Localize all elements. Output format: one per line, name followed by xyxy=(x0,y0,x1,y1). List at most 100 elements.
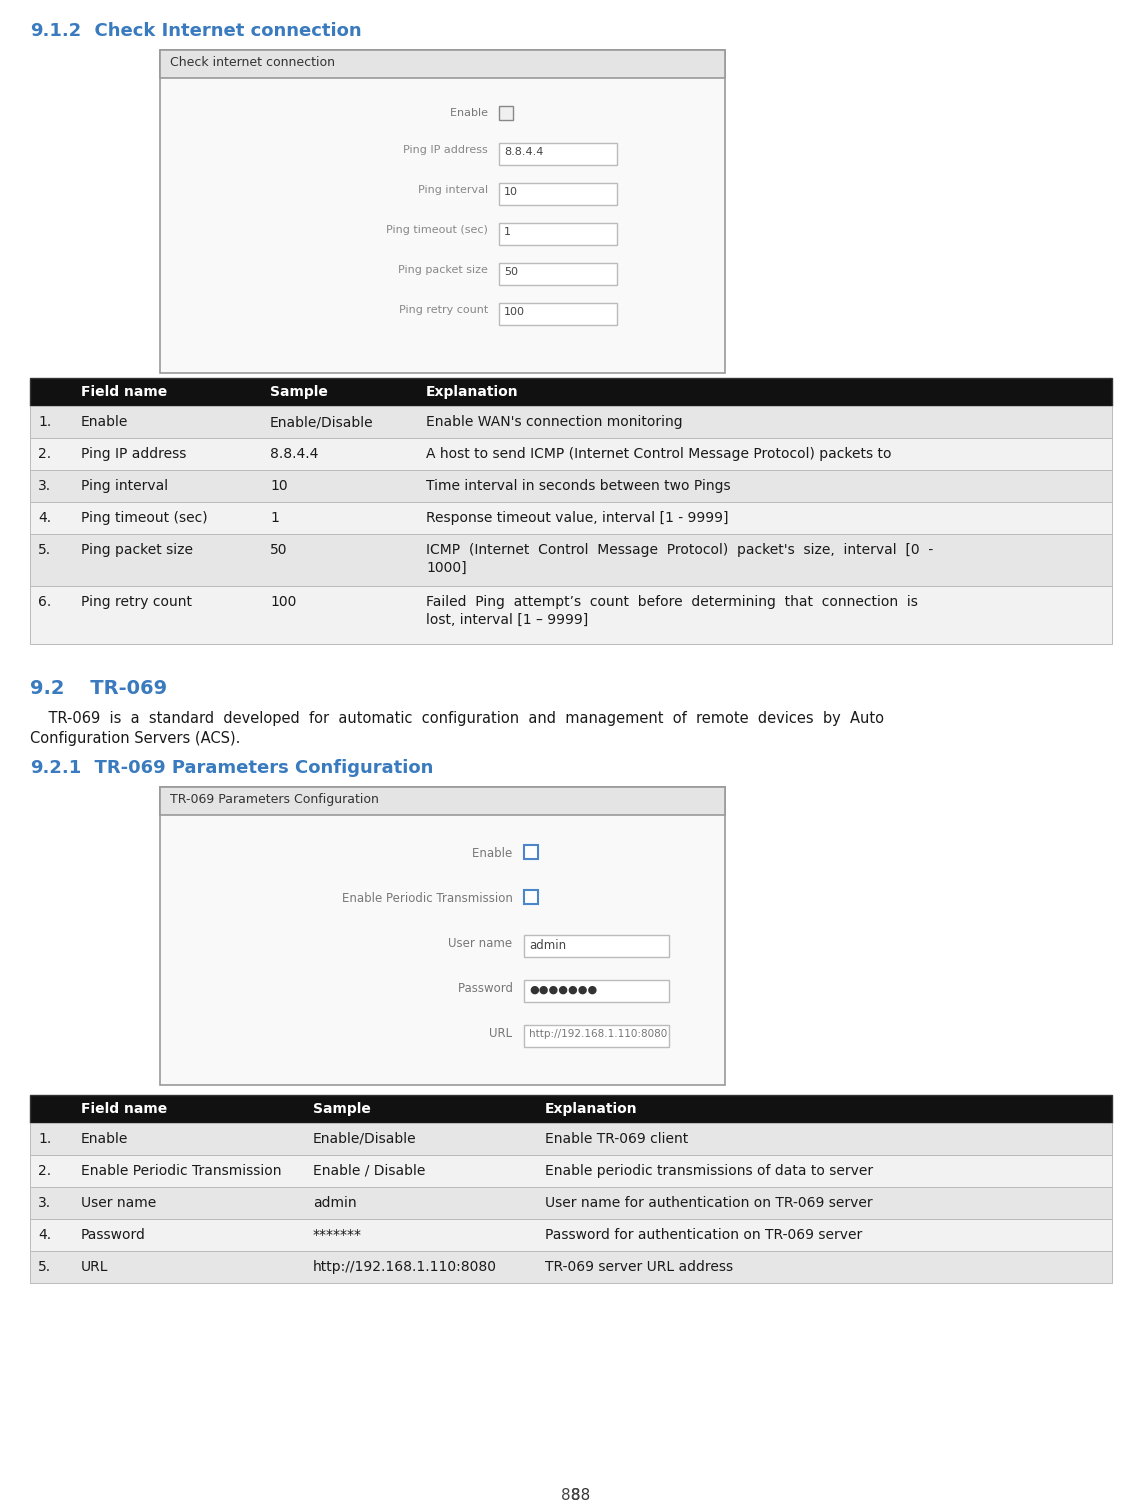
Text: 5.: 5. xyxy=(38,1260,51,1275)
Bar xyxy=(30,1096,1112,1123)
Text: Check internet connection: Check internet connection xyxy=(170,56,335,69)
Text: TR-069  is  a  standard  developed  for  automatic  configuration  and  manageme: TR-069 is a standard developed for autom… xyxy=(30,710,884,725)
Text: 6.: 6. xyxy=(38,594,51,610)
Text: 3.: 3. xyxy=(38,479,51,494)
Text: 8.8.4.4: 8.8.4.4 xyxy=(504,147,544,157)
Bar xyxy=(524,1025,669,1047)
Text: 50: 50 xyxy=(270,543,288,557)
Text: Enable/Disable: Enable/Disable xyxy=(313,1132,417,1145)
Text: TR-069 server URL address: TR-069 server URL address xyxy=(545,1260,733,1275)
Text: 100: 100 xyxy=(270,594,297,610)
Bar xyxy=(30,503,1112,534)
Text: Sample: Sample xyxy=(313,1102,371,1117)
Bar xyxy=(30,585,1112,644)
Text: Ping interval: Ping interval xyxy=(418,185,494,196)
Bar xyxy=(160,50,725,78)
Bar xyxy=(30,1251,1112,1282)
Text: admin: admin xyxy=(313,1196,356,1210)
Text: Ping retry count: Ping retry count xyxy=(399,306,494,315)
Bar xyxy=(524,935,669,957)
Bar xyxy=(160,787,725,816)
Bar xyxy=(30,1219,1112,1251)
Text: TR-069: TR-069 xyxy=(70,679,167,698)
Text: 9.2.1: 9.2.1 xyxy=(30,759,81,777)
Bar xyxy=(160,787,725,1085)
Bar xyxy=(524,844,538,859)
Text: http://192.168.1.110:8080: http://192.168.1.110:8080 xyxy=(313,1260,497,1275)
Text: 4.: 4. xyxy=(38,512,51,525)
Text: Ping IP address: Ping IP address xyxy=(403,144,494,155)
Text: 1: 1 xyxy=(270,512,279,525)
Text: 3.: 3. xyxy=(38,1196,51,1210)
Text: Enable WAN's connection monitoring: Enable WAN's connection monitoring xyxy=(426,415,683,429)
Text: 10: 10 xyxy=(504,187,518,197)
Bar xyxy=(499,303,617,325)
Text: 88: 88 xyxy=(562,1488,580,1503)
Text: A host to send ICMP (Internet Control Message Protocol) packets to: A host to send ICMP (Internet Control Me… xyxy=(426,447,892,461)
Text: Enable/Disable: Enable/Disable xyxy=(270,415,373,429)
Text: Enable Periodic Transmission: Enable Periodic Transmission xyxy=(81,1163,281,1178)
Bar xyxy=(30,438,1112,470)
Bar xyxy=(499,223,617,245)
Text: Enable: Enable xyxy=(473,847,520,859)
Text: 50: 50 xyxy=(504,266,518,277)
Text: User name for authentication on TR-069 server: User name for authentication on TR-069 s… xyxy=(545,1196,872,1210)
Text: http://192.168.1.110:8080: http://192.168.1.110:8080 xyxy=(529,1029,667,1038)
Text: Field name: Field name xyxy=(81,1102,167,1117)
Text: 1.: 1. xyxy=(38,1132,51,1145)
Bar xyxy=(524,980,669,1002)
Text: Ping packet size: Ping packet size xyxy=(399,265,494,275)
Text: ICMP  (Internet  Control  Message  Protocol)  packet's  size,  interval  [0  -: ICMP (Internet Control Message Protocol)… xyxy=(426,543,933,557)
Bar xyxy=(499,184,617,205)
Text: 9.2: 9.2 xyxy=(30,679,64,698)
Bar xyxy=(30,470,1112,503)
Text: Password for authentication on TR-069 server: Password for authentication on TR-069 se… xyxy=(545,1228,862,1242)
Text: 5.: 5. xyxy=(38,543,51,557)
Bar xyxy=(30,406,1112,438)
Bar xyxy=(499,143,617,166)
Text: 100: 100 xyxy=(504,307,525,318)
Bar xyxy=(30,534,1112,585)
Text: Enable TR-069 client: Enable TR-069 client xyxy=(545,1132,689,1145)
Text: Ping IP address: Ping IP address xyxy=(81,447,186,461)
Text: URL: URL xyxy=(81,1260,108,1275)
Text: URL: URL xyxy=(490,1026,520,1040)
Text: Failed  Ping  attempt’s  count  before  determining  that  connection  is: Failed Ping attempt’s count before deter… xyxy=(426,594,918,610)
Text: 1000]: 1000] xyxy=(426,561,467,575)
Text: 2.: 2. xyxy=(38,1163,51,1178)
Text: Ping retry count: Ping retry count xyxy=(81,594,192,610)
Text: Explanation: Explanation xyxy=(545,1102,637,1117)
Text: Explanation: Explanation xyxy=(426,385,518,399)
Text: Enable Periodic Transmission: Enable Periodic Transmission xyxy=(341,892,520,905)
Bar xyxy=(499,105,513,120)
Text: Enable: Enable xyxy=(450,108,494,117)
Text: *******: ******* xyxy=(313,1228,362,1242)
Text: Response timeout value, interval [1 - 9999]: Response timeout value, interval [1 - 99… xyxy=(426,512,729,525)
Text: Ping timeout (sec): Ping timeout (sec) xyxy=(81,512,208,525)
Text: 88: 88 xyxy=(571,1488,590,1503)
Text: 1.: 1. xyxy=(38,415,51,429)
Text: 10: 10 xyxy=(270,479,288,494)
Text: TR-069 Parameters Configuration: TR-069 Parameters Configuration xyxy=(170,793,379,807)
Text: User name: User name xyxy=(81,1196,156,1210)
Text: lost, interval [1 – 9999]: lost, interval [1 – 9999] xyxy=(426,613,588,628)
Text: 9.1.2: 9.1.2 xyxy=(30,23,81,41)
Text: 8.8.4.4: 8.8.4.4 xyxy=(270,447,319,461)
Text: ●●●●●●●: ●●●●●●● xyxy=(529,984,597,995)
Text: Enable / Disable: Enable / Disable xyxy=(313,1163,425,1178)
Bar xyxy=(30,1123,1112,1154)
Text: Password: Password xyxy=(458,981,520,995)
Text: 4.: 4. xyxy=(38,1228,51,1242)
Bar xyxy=(30,1187,1112,1219)
Text: admin: admin xyxy=(529,939,566,953)
Text: 1: 1 xyxy=(504,227,510,236)
Bar xyxy=(524,889,538,905)
Text: Field name: Field name xyxy=(81,385,167,399)
Bar xyxy=(499,263,617,284)
Bar xyxy=(160,50,725,373)
Text: Password: Password xyxy=(81,1228,146,1242)
Bar xyxy=(30,378,1112,406)
Text: TR-069 Parameters Configuration: TR-069 Parameters Configuration xyxy=(82,759,433,777)
Text: Ping interval: Ping interval xyxy=(81,479,168,494)
Text: Configuration Servers (ACS).: Configuration Servers (ACS). xyxy=(30,731,240,746)
